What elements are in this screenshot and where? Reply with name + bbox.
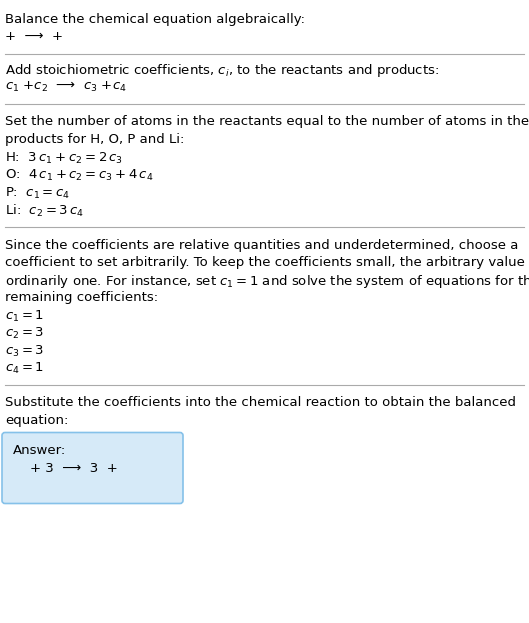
Text: equation:: equation:: [5, 414, 68, 427]
Text: Add stoichiometric coefficients, $c_i$, to the reactants and products:: Add stoichiometric coefficients, $c_i$, …: [5, 62, 439, 79]
Text: products for H, O, P and Li:: products for H, O, P and Li:: [5, 133, 185, 146]
Text: $c_2 = 3$: $c_2 = 3$: [5, 326, 44, 341]
Text: $c_1$ +$c_2$  ⟶  $c_3$ +$c_4$: $c_1$ +$c_2$ ⟶ $c_3$ +$c_4$: [5, 80, 127, 94]
Text: + 3  ⟶  3  +: + 3 ⟶ 3 +: [13, 462, 118, 475]
Text: coefficient to set arbitrarily. To keep the coefficients small, the arbitrary va: coefficient to set arbitrarily. To keep …: [5, 256, 529, 269]
Text: ordinarily one. For instance, set $c_1 = 1$ and solve the system of equations fo: ordinarily one. For instance, set $c_1 =…: [5, 273, 529, 290]
Text: P:  $c_1 = c_4$: P: $c_1 = c_4$: [5, 186, 70, 201]
Text: Set the number of atoms in the reactants equal to the number of atoms in the: Set the number of atoms in the reactants…: [5, 115, 529, 128]
Text: H:  $3\,c_1 + c_2 = 2\,c_3$: H: $3\,c_1 + c_2 = 2\,c_3$: [5, 151, 123, 166]
Text: $c_3 = 3$: $c_3 = 3$: [5, 343, 44, 359]
Text: remaining coefficients:: remaining coefficients:: [5, 291, 158, 304]
Text: $c_4 = 1$: $c_4 = 1$: [5, 361, 44, 376]
Text: Since the coefficients are relative quantities and underdetermined, choose a: Since the coefficients are relative quan…: [5, 239, 518, 252]
Text: Balance the chemical equation algebraically:: Balance the chemical equation algebraica…: [5, 13, 305, 26]
Text: O:  $4\,c_1 + c_2 = c_3 + 4\,c_4$: O: $4\,c_1 + c_2 = c_3 + 4\,c_4$: [5, 168, 153, 183]
Text: +  ⟶  +: + ⟶ +: [5, 31, 63, 44]
Text: Substitute the coefficients into the chemical reaction to obtain the balanced: Substitute the coefficients into the che…: [5, 396, 516, 409]
Text: Answer:: Answer:: [13, 444, 66, 457]
Text: $c_1 = 1$: $c_1 = 1$: [5, 308, 44, 323]
Text: Li:  $c_2 = 3\,c_4$: Li: $c_2 = 3\,c_4$: [5, 203, 84, 219]
FancyBboxPatch shape: [2, 432, 183, 503]
